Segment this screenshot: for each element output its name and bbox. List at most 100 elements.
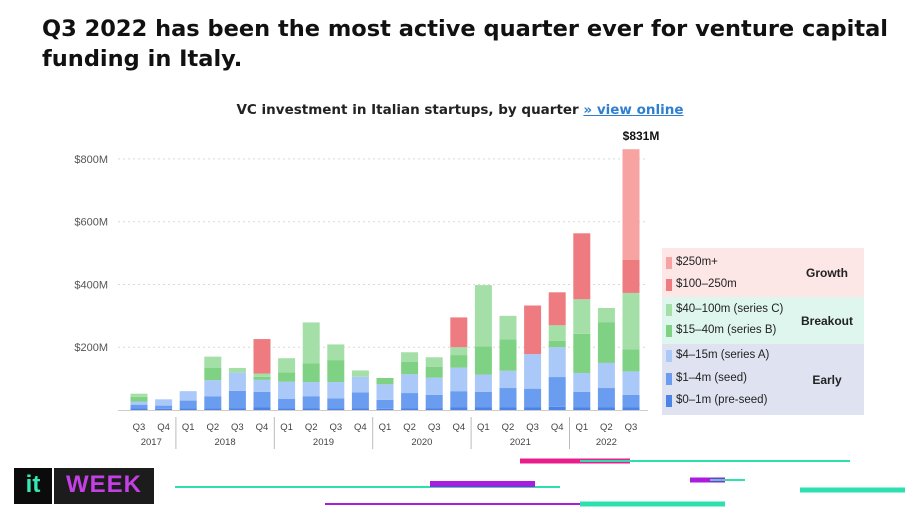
- year-label: 2019: [313, 437, 334, 448]
- x-tick-label: Q3: [526, 422, 539, 433]
- bar-segment: [302, 363, 320, 383]
- bar-segment: [499, 388, 517, 408]
- bar-segment: [499, 407, 517, 410]
- legend-label-250m-plus: $250m+: [676, 256, 718, 268]
- bar-segment: [450, 391, 468, 408]
- bar-segment: [130, 393, 148, 397]
- legend-swatch-250m-plus: [666, 257, 672, 269]
- bar-segment: [597, 308, 615, 323]
- bar-segment: [597, 362, 615, 389]
- legend-label-100-250m: $100–250m: [676, 278, 737, 290]
- legend-swatch-40-100m: [666, 304, 672, 316]
- x-tick-label: Q3: [133, 422, 146, 433]
- x-tick-label: Q1: [379, 422, 392, 433]
- x-tick-label: Q3: [329, 422, 342, 433]
- legend-label-1-4m: $1–4m (seed): [676, 372, 747, 384]
- x-tick-label: Q1: [575, 422, 588, 433]
- logo-week-mark: WEEK: [54, 468, 154, 504]
- legend-label-15-40m: $15–40m (series B): [676, 324, 777, 336]
- x-tick-label: Q4: [452, 422, 465, 433]
- bar-segment: [376, 384, 394, 400]
- year-label: 2020: [411, 437, 432, 448]
- legend-group-label-breakout: Breakout: [800, 314, 853, 328]
- bar-segment: [327, 344, 345, 361]
- bar-segment: [155, 399, 173, 406]
- bar-segment: [228, 390, 246, 409]
- x-tick-label: Q3: [625, 422, 638, 433]
- itweek-logo: it WEEK: [14, 468, 154, 504]
- view-online-link[interactable]: » view online: [583, 102, 684, 118]
- bar-segment: [450, 347, 468, 356]
- x-tick-label: Q4: [157, 422, 170, 433]
- bar-segment: [548, 347, 566, 378]
- legend-swatch-15-40m: [666, 325, 672, 337]
- bar-segment: [573, 372, 591, 392]
- x-tick-label: Q4: [354, 422, 367, 433]
- bar-segment: [204, 408, 222, 410]
- bar-segment: [179, 400, 197, 409]
- legend-group-label-growth: Growth: [806, 266, 848, 280]
- legend-swatch-0-1m: [666, 395, 672, 407]
- x-tick-label: Q1: [477, 422, 490, 433]
- bar-segment: [204, 396, 222, 409]
- y-tick-label: $800M: [74, 154, 108, 166]
- bar-segment: [524, 388, 542, 408]
- bar-segment: [425, 394, 443, 409]
- bar-segment: [622, 407, 640, 410]
- chart-title-text: VC investment in Italian startups, by qu…: [236, 102, 579, 118]
- x-tick-label: Q3: [231, 422, 244, 433]
- chart-title: VC investment in Italian startups, by qu…: [0, 102, 920, 118]
- bar-segment: [327, 360, 345, 383]
- bar-segment: [278, 399, 296, 409]
- bar-segment: [425, 357, 443, 367]
- legend-label-4-15m: $4–15m (series A): [676, 349, 770, 361]
- bar-segment: [228, 408, 246, 410]
- bar-segment: [179, 391, 197, 401]
- bar-segment: [327, 382, 345, 399]
- bar-segment: [474, 391, 492, 408]
- bar-segment: [302, 382, 320, 397]
- legend-group-growth: $250m+ $100–250m Growth: [662, 248, 864, 297]
- bar-segment: [155, 405, 173, 409]
- year-label: 2021: [510, 437, 531, 448]
- bar-segment: [597, 322, 615, 363]
- legend-group-early: $4–15m (series A) $1–4m (seed) $0–1m (pr…: [662, 344, 864, 415]
- bar-segment: [548, 340, 566, 348]
- legend-group-label-early: Early: [812, 373, 842, 387]
- bar-segment: [401, 352, 419, 362]
- x-tick-label: Q2: [403, 422, 416, 433]
- bar-segment: [253, 391, 271, 408]
- bar-segment: [327, 398, 345, 409]
- bar-segment: [499, 339, 517, 371]
- bar-segment: [548, 325, 566, 341]
- x-tick-label: Q4: [551, 422, 564, 433]
- y-tick-label: $400M: [74, 279, 108, 291]
- bar-segment: [548, 292, 566, 326]
- legend-label-40-100m: $40–100m (series C): [676, 303, 784, 315]
- bar-segment: [253, 376, 271, 380]
- bar-segment: [351, 370, 369, 377]
- bar-segment: [376, 408, 394, 410]
- bar-segment: [204, 367, 222, 381]
- bar-segment: [278, 358, 296, 373]
- bar-segment: [351, 392, 369, 409]
- bar-segment: [130, 396, 148, 402]
- logo-it-mark: it: [14, 468, 52, 504]
- bar-segment: [401, 374, 419, 394]
- bar-segment: [425, 377, 443, 395]
- bar-segment: [253, 379, 271, 392]
- bar-segment: [622, 349, 640, 372]
- bar-segment: [573, 333, 591, 373]
- bar-segment: [597, 407, 615, 410]
- bar-segment: [278, 381, 296, 400]
- bar-segment: [376, 399, 394, 409]
- bar-segment: [548, 406, 566, 410]
- bar-segment: [474, 346, 492, 375]
- bar-segment: [450, 407, 468, 410]
- bar-segment: [499, 315, 517, 340]
- bar-segment: [253, 339, 271, 374]
- bar-segment: [228, 367, 246, 373]
- x-tick-label: Q2: [206, 422, 219, 433]
- bar-segment: [179, 408, 197, 410]
